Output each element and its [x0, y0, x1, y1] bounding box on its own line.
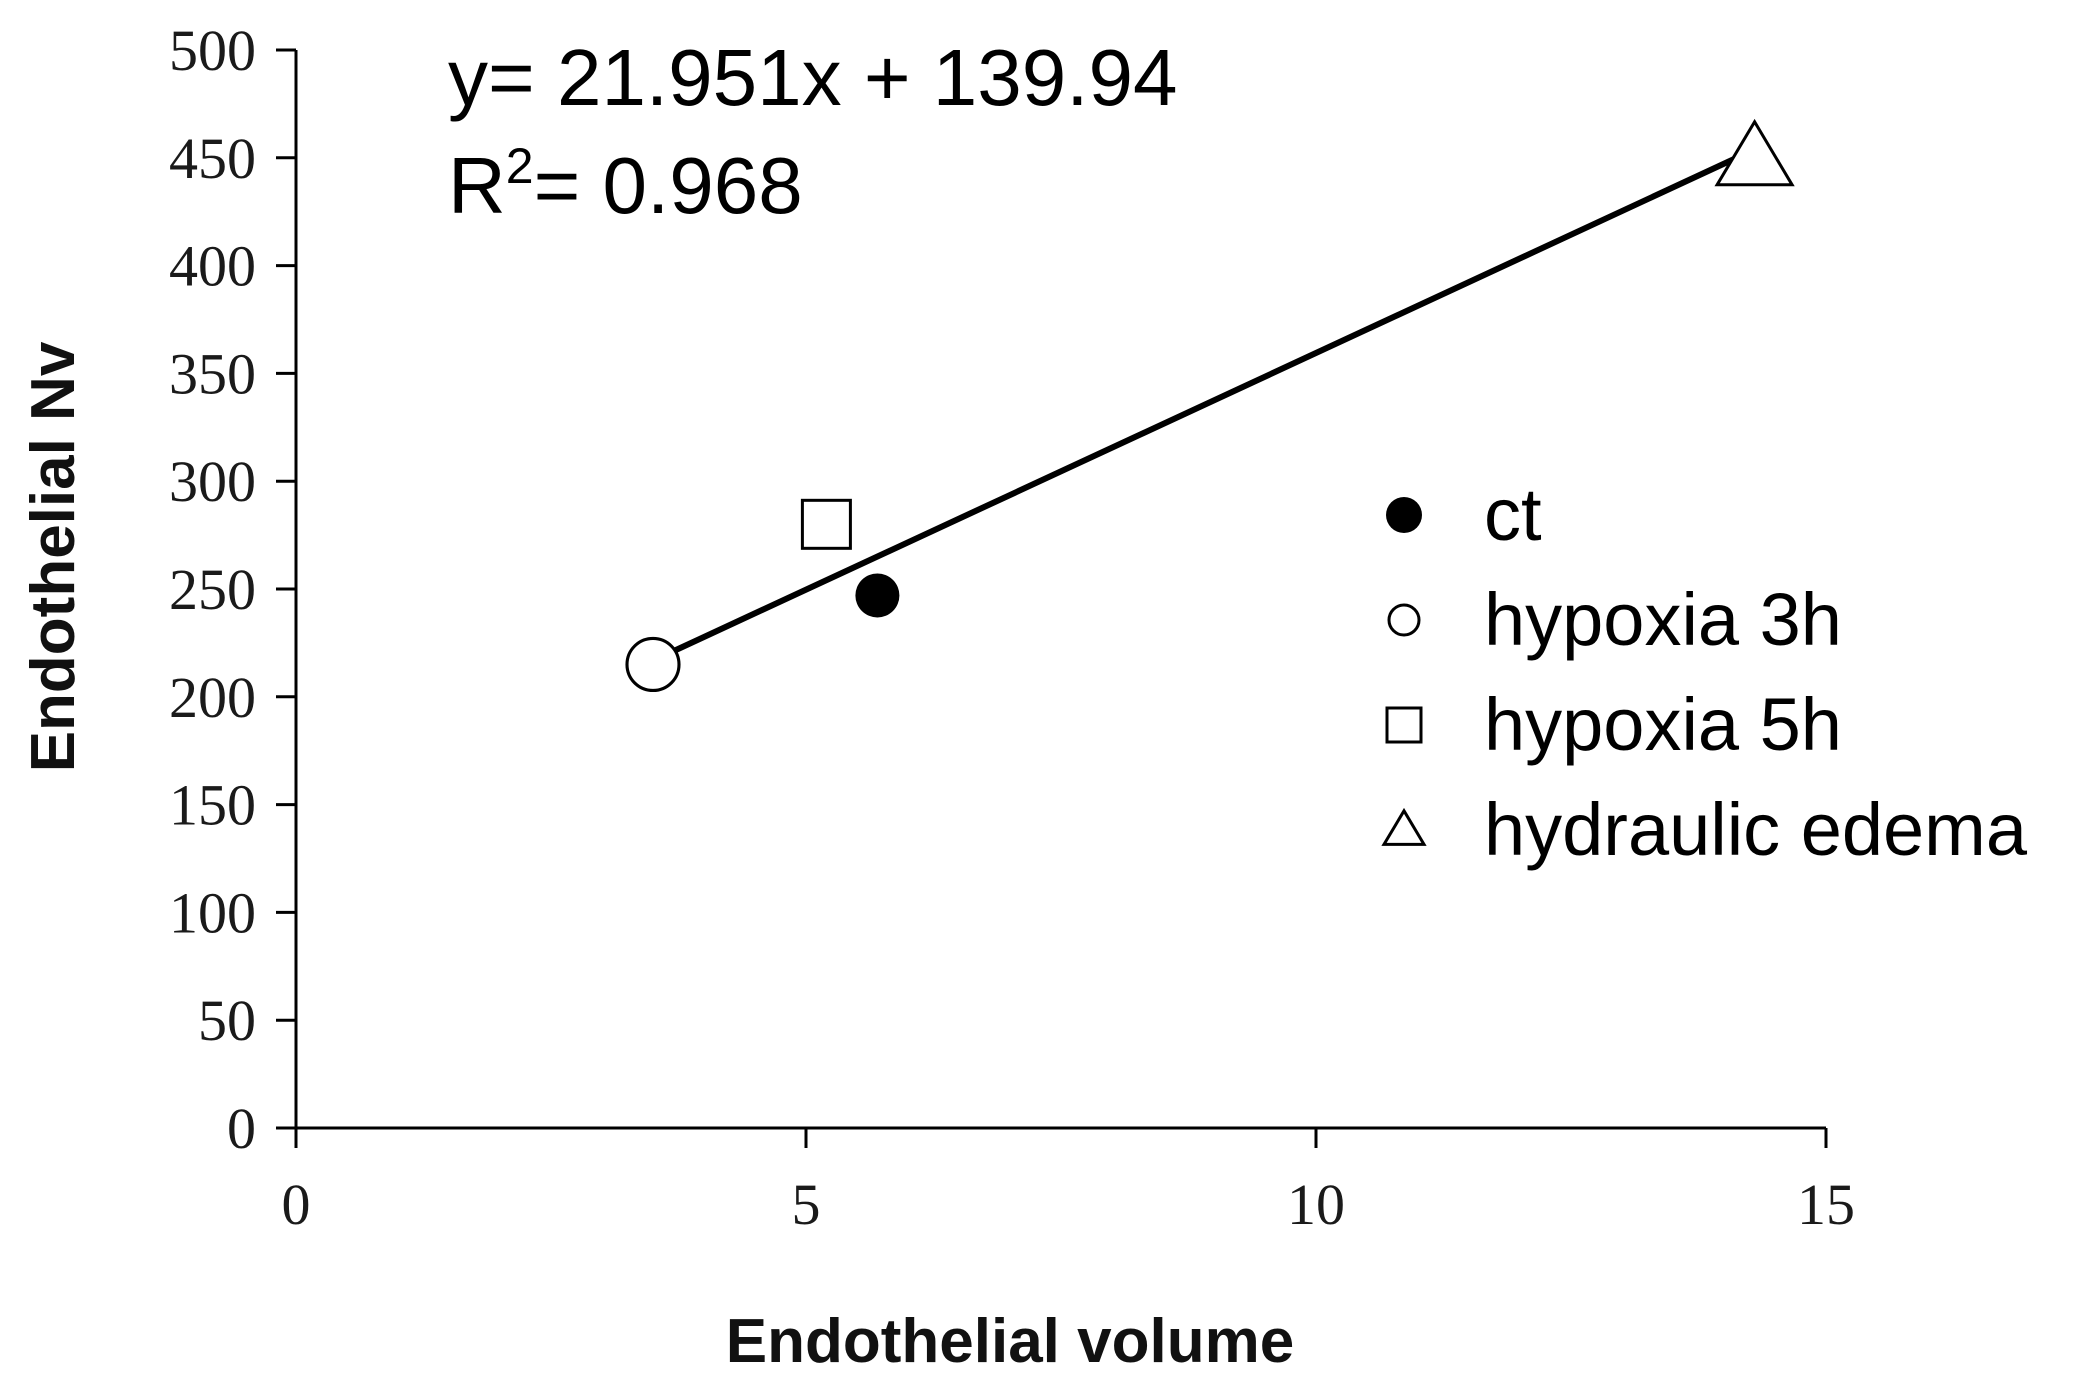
x-tick-label: 0: [282, 1172, 311, 1237]
y-tick-label: 200: [169, 665, 256, 730]
y-tick-label: 500: [169, 18, 256, 83]
legend-label-hydraulic-edema: hydraulic edema: [1484, 788, 2028, 871]
y-tick-label: 450: [169, 126, 256, 191]
y-tick-label: 350: [169, 341, 256, 406]
y-tick-label: 400: [169, 234, 256, 299]
y-tick-label: 50: [198, 988, 256, 1053]
r-squared-value: = 0.968: [534, 141, 803, 230]
y-tick-label: 300: [169, 449, 256, 514]
r-squared-label: R2= 0.968: [448, 138, 803, 230]
x-tick-label: 5: [792, 1172, 821, 1237]
trendline: [650, 146, 1758, 664]
trendline-group: [650, 146, 1758, 664]
point-hypoxia-3h: [625, 636, 681, 693]
y-tick-label: 250: [169, 557, 256, 622]
legend-label-ct: ct: [1484, 473, 1542, 556]
legend-marker-hypoxia-3h: [1387, 603, 1421, 637]
y-tick-label: 100: [169, 880, 256, 945]
r-squared-letter: R: [448, 141, 506, 230]
r-squared-superscript: 2: [506, 138, 534, 194]
legend-marker-ct: [1386, 497, 1422, 533]
y-tick-label: 0: [227, 1096, 256, 1161]
trendline-equation: y= 21.951x + 139.94: [448, 33, 1178, 122]
legend-label-hypoxia-3h: hypoxia 3h: [1484, 578, 1842, 661]
y-axis-ticks: 0 50 100 150 200 250 300 350 400 450 500: [169, 18, 296, 1161]
point-hydraulic-edema: [1714, 118, 1795, 187]
x-tick-label: 15: [1797, 1172, 1855, 1237]
y-axis-title: Endothelial Nv: [19, 341, 88, 772]
data-points: [625, 118, 1795, 693]
point-hypoxia-5h: [800, 498, 852, 550]
legend-marker-hypoxia-5h: [1385, 706, 1423, 744]
x-tick-label: 10: [1287, 1172, 1345, 1237]
point-ct: [855, 573, 900, 618]
legend-label-hypoxia-5h: hypoxia 5h: [1484, 683, 1842, 766]
y-tick-label: 150: [169, 773, 256, 838]
x-axis-ticks: 0 5 10 15: [282, 1128, 1855, 1237]
legend: ct hypoxia 3h hypoxia 5h hydraulic edema: [1381, 473, 2028, 871]
x-axis-title: Endothelial volume: [726, 1307, 1294, 1376]
legend-marker-hydraulic-edema: [1381, 807, 1427, 846]
